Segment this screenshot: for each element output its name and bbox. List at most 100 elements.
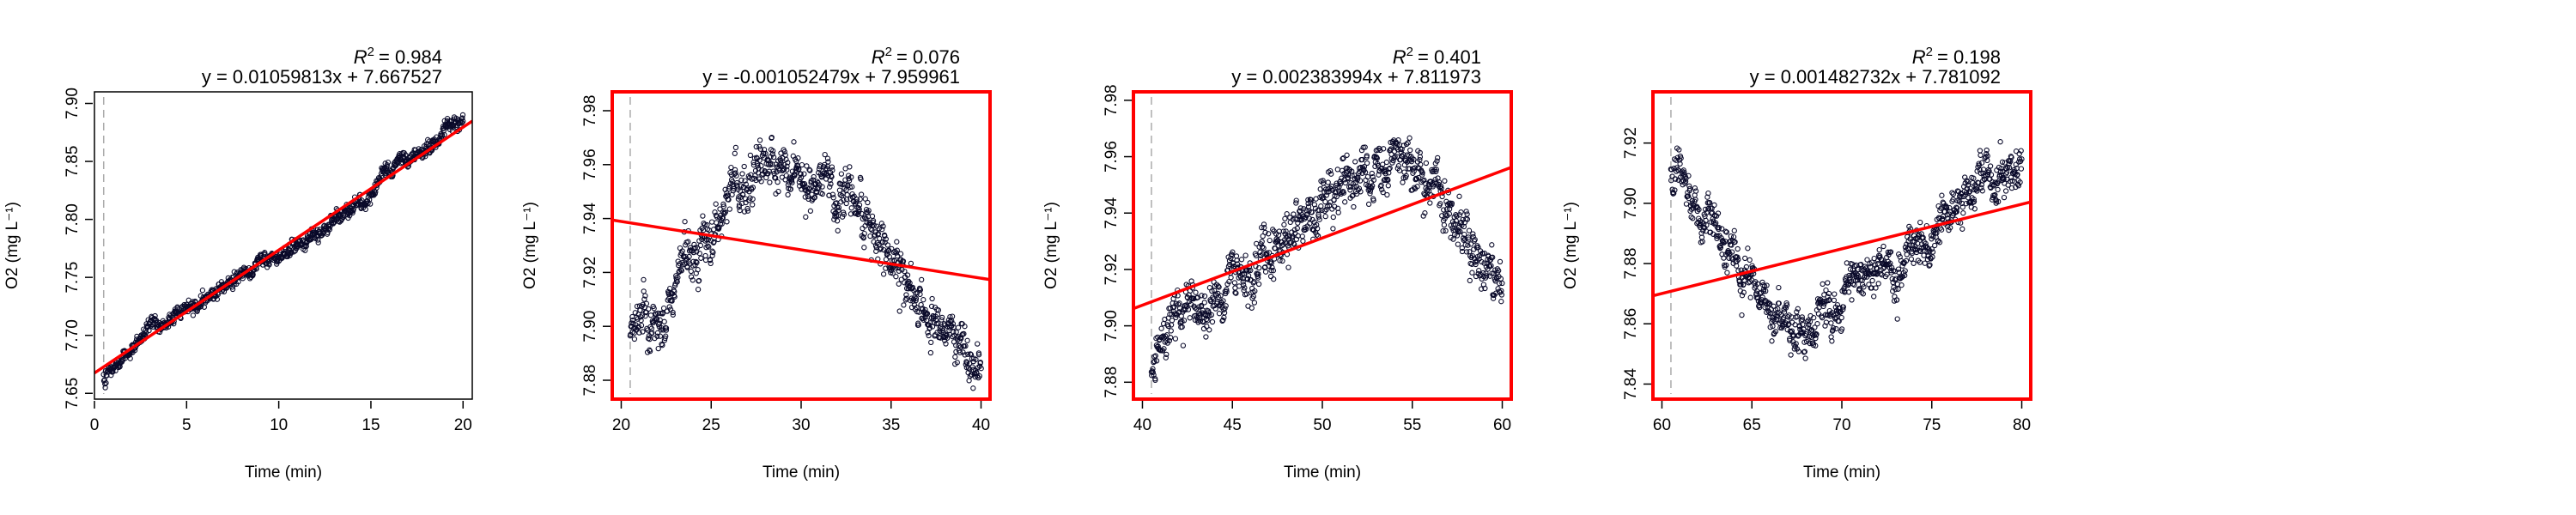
data-point — [1359, 156, 1365, 163]
data-point — [1262, 229, 1268, 236]
data-point — [1953, 209, 1959, 215]
data-point — [1287, 219, 1293, 226]
data-point — [1270, 268, 1277, 274]
data-point — [2013, 161, 2019, 167]
x-tick-label: 70 — [1832, 416, 1850, 434]
data-point — [877, 235, 883, 242]
data-point — [1492, 278, 1498, 284]
data-point — [801, 181, 808, 187]
data-point — [897, 251, 904, 257]
data-point — [803, 214, 809, 220]
data-point — [953, 342, 959, 348]
data-point — [1275, 232, 1282, 238]
data-point — [1893, 287, 1899, 293]
data-point — [775, 188, 781, 195]
data-point — [722, 209, 728, 215]
data-point — [755, 163, 761, 169]
data-point — [975, 341, 981, 347]
data-point — [961, 330, 967, 337]
data-point — [1847, 266, 1854, 272]
data-point — [1261, 245, 1267, 251]
data-point — [973, 356, 979, 362]
data-point — [977, 360, 984, 366]
data-point — [1921, 252, 1927, 258]
data-point — [1851, 282, 1857, 288]
data-point — [875, 231, 882, 237]
data-point — [1300, 238, 1306, 245]
data-point — [829, 167, 835, 173]
data-point — [1370, 174, 1376, 180]
data-point — [1732, 239, 1738, 245]
data-point — [1326, 203, 1333, 209]
data-point — [747, 152, 754, 159]
data-point — [642, 293, 648, 299]
data-point — [1801, 348, 1807, 354]
data-point — [880, 223, 886, 229]
data-point — [953, 329, 959, 336]
data-point — [326, 227, 333, 233]
data-point — [1335, 209, 1341, 215]
data-point — [1358, 147, 1365, 154]
data-point — [1244, 276, 1251, 282]
data-point — [1922, 260, 1928, 266]
scatter-panel-3: 40 45 50 55 60 7.88 7.90 7.92 7.94 7.96 7.98 Time (… — [1042, 45, 1513, 482]
data-point — [1672, 187, 1678, 193]
data-point — [726, 206, 732, 212]
data-point — [639, 312, 646, 318]
data-point — [841, 211, 848, 217]
data-point — [1150, 366, 1156, 372]
data-point — [1224, 288, 1230, 294]
data-point — [807, 167, 813, 173]
y-axis-title: O2 (mg L⁻¹) — [1562, 202, 1580, 289]
data-point — [2001, 176, 2007, 183]
data-point — [1365, 201, 1372, 208]
data-point — [1965, 179, 1971, 185]
data-point — [1932, 227, 1938, 233]
data-point — [1426, 185, 1432, 191]
data-point — [1455, 241, 1461, 247]
data-point — [1285, 264, 1291, 270]
data-point — [702, 238, 708, 244]
data-point — [868, 226, 874, 232]
data-point — [1849, 297, 1855, 303]
data-point — [1403, 173, 1409, 179]
data-point — [694, 259, 700, 266]
data-point — [1939, 192, 1945, 198]
data-point — [848, 205, 854, 211]
data-point — [441, 131, 447, 138]
data-point — [649, 330, 655, 336]
data-point — [1259, 244, 1266, 250]
data-point — [677, 268, 683, 274]
data-point — [1206, 327, 1212, 333]
data-point — [903, 292, 909, 298]
data-point — [1364, 173, 1371, 180]
scatter-panel-1: 0 5 10 15 20 7.65 7.70 7.75 7.80 7.85 7.90 Time (mi… — [3, 45, 473, 482]
data-point — [1812, 324, 1818, 330]
data-point — [117, 363, 123, 369]
data-point — [1971, 197, 1977, 203]
data-point — [974, 370, 980, 376]
data-point — [954, 360, 960, 366]
data-point — [1261, 221, 1267, 227]
data-point — [904, 272, 911, 278]
x-tick-label: 45 — [1224, 416, 1242, 434]
data-point — [780, 154, 786, 161]
data-point — [671, 294, 677, 300]
data-point — [1820, 281, 1826, 288]
data-point — [750, 202, 756, 208]
data-point — [1437, 201, 1443, 207]
data-point — [1249, 305, 1255, 311]
data-point — [702, 252, 708, 259]
data-point — [709, 252, 715, 258]
data-point — [1705, 190, 1711, 197]
data-point — [1815, 311, 1822, 317]
y-tick-label: 7.65 — [64, 378, 82, 409]
data-point — [1814, 331, 1820, 337]
data-point — [1283, 228, 1289, 234]
data-point — [769, 134, 775, 141]
data-point — [1996, 198, 2002, 205]
data-point — [775, 179, 781, 185]
data-point — [1498, 288, 1504, 294]
r-squared-label: R2 = 0.401 — [1393, 45, 1481, 68]
data-point — [773, 175, 779, 181]
